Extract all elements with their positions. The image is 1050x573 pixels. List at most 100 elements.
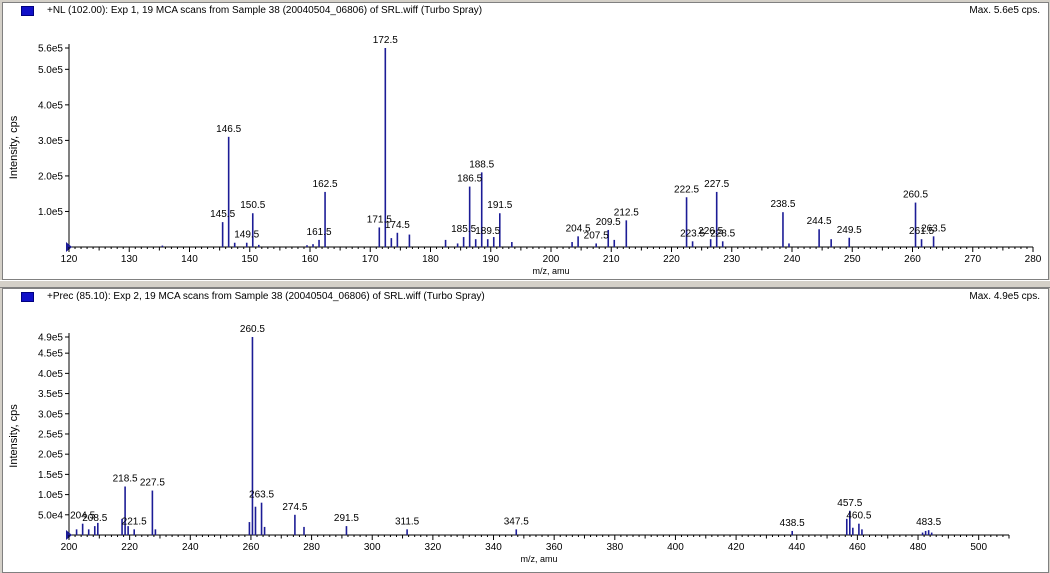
x-tick-label: 320 [425, 542, 442, 553]
peak-label: 150.5 [240, 200, 265, 211]
x-tick-label: 280 [303, 542, 320, 553]
peak-label: 172.5 [373, 35, 398, 46]
x-tick-label: 260 [243, 542, 260, 553]
x-tick-label: 180 [422, 254, 439, 265]
x-axis-label: m/z, amu [532, 266, 569, 276]
peak-label: 347.5 [504, 516, 529, 527]
y-tick-label: 4.0e5 [38, 369, 63, 380]
pane-title: +NL (102.00): Exp 1, 19 MCA scans from S… [47, 5, 483, 16]
peak-label: 263.5 [921, 223, 946, 234]
x-tick-label: 300 [364, 542, 381, 553]
y-tick-label: 4.5e5 [38, 349, 63, 360]
peak-label: 291.5 [334, 513, 359, 524]
x-tick-label: 120 [61, 254, 78, 265]
peak-label: 228.5 [710, 228, 735, 239]
x-tick-label: 200 [543, 254, 560, 265]
peak-label: 263.5 [249, 490, 274, 501]
x-tick-label: 480 [910, 542, 927, 553]
peak-label: 460.5 [846, 511, 871, 522]
peak-label: 204.5 [566, 223, 591, 234]
x-tick-label: 190 [482, 254, 499, 265]
peak-label: 174.5 [385, 220, 410, 231]
peak-label: 227.5 [140, 478, 165, 489]
peak-label: 311.5 [395, 516, 420, 527]
x-tick-label: 150 [241, 254, 258, 265]
x-tick-label: 200 [61, 542, 78, 553]
spectrum-pane-nl: +NL (102.00): Exp 1, 19 MCA scans from S… [2, 2, 1049, 280]
peak-label: 261.5 [909, 226, 934, 237]
y-tick-label: 3.0e5 [38, 409, 63, 420]
x-axis-label: m/z, amu [520, 554, 557, 564]
y-axis-label: Intensity, cps [8, 115, 20, 179]
x-tick-label: 340 [485, 542, 502, 553]
peak-label: 145.5 [210, 209, 235, 220]
peak-label: 238.5 [770, 199, 795, 210]
x-tick-label: 380 [606, 542, 623, 553]
x-tick-label: 220 [121, 542, 138, 553]
y-tick-label: 4.9e5 [38, 333, 63, 344]
peak-label: 249.5 [837, 225, 862, 236]
x-tick-label: 160 [302, 254, 319, 265]
y-tick-label: 5.0e4 [38, 510, 63, 521]
pane-max-intensity: Max. 5.6e5 cps. [969, 5, 1040, 16]
y-tick-label: 5.6e5 [38, 44, 63, 55]
x-tick-label: 130 [121, 254, 138, 265]
peak-label: 244.5 [807, 216, 832, 227]
peak-label: 227.5 [704, 179, 729, 190]
x-tick-label: 140 [181, 254, 198, 265]
peak-label: 186.5 [457, 174, 482, 185]
peak-label: 189.5 [475, 226, 500, 237]
y-tick-label: 5.0e5 [38, 65, 63, 76]
peak-label: 260.5 [240, 324, 265, 335]
x-tick-label: 460 [849, 542, 866, 553]
peak-label: 218.5 [113, 474, 138, 485]
peak-label: 162.5 [313, 179, 338, 190]
y-tick-label: 3.5e5 [38, 389, 63, 400]
x-tick-label: 220 [663, 254, 680, 265]
peak-label: 149.5 [234, 230, 259, 241]
peak-label: 222.5 [674, 184, 699, 195]
peak-label: 209.5 [596, 217, 621, 228]
x-tick-label: 240 [784, 254, 801, 265]
pane-title: +Prec (85.10): Exp 2, 19 MCA scans from … [47, 291, 485, 302]
peak-label: 188.5 [469, 159, 494, 170]
peak-label: 274.5 [282, 502, 307, 513]
y-tick-label: 2.0e5 [38, 171, 63, 182]
peak-label: 483.5 [916, 517, 941, 528]
peak-label: 223.5 [680, 228, 705, 239]
x-tick-label: 270 [964, 254, 981, 265]
x-tick-label: 280 [1025, 254, 1042, 265]
peak-label: 161.5 [307, 227, 332, 238]
peak-label: 171.5 [367, 214, 392, 225]
y-tick-label: 4.0e5 [38, 100, 63, 111]
pane-splitter[interactable] [0, 280, 1050, 288]
x-tick-label: 230 [723, 254, 740, 265]
peak-label: 207.5 [584, 230, 609, 241]
y-tick-label: 2.5e5 [38, 429, 63, 440]
spectrum-pane-prec: +Prec (85.10): Exp 2, 19 MCA scans from … [2, 288, 1049, 573]
x-tick-label: 250 [844, 254, 861, 265]
x-tick-label: 360 [546, 542, 563, 553]
spectrum-chart-nl[interactable]: 120 130 140 150 160 170 180 190 200 210 220 230 240 2… [3, 3, 1048, 279]
peak-label: 208.5 [82, 513, 107, 524]
peak-label: 221.5 [122, 516, 147, 527]
peak-label: 260.5 [903, 190, 928, 201]
y-tick-label: 2.0e5 [38, 450, 63, 461]
spectrum-chart-prec[interactable]: 200 220 240 260 280 300 320 340 360 380 400 420 440 4… [3, 289, 1048, 572]
x-tick-label: 500 [970, 542, 987, 553]
y-tick-label: 1.5e5 [38, 470, 63, 481]
x-tick-label: 170 [362, 254, 379, 265]
peak-label: 457.5 [837, 498, 862, 509]
peak-label: 185.5 [451, 224, 476, 235]
y-tick-label: 1.0e5 [38, 490, 63, 501]
y-axis-label: Intensity, cps [8, 404, 20, 468]
peak-label: 191.5 [487, 200, 512, 211]
pane-color-icon[interactable] [21, 292, 34, 302]
peak-label: 204.5 [70, 511, 95, 522]
peak-label: 146.5 [216, 124, 241, 135]
x-tick-label: 420 [728, 542, 745, 553]
y-tick-label: 3.0e5 [38, 136, 63, 147]
x-tick-label: 440 [788, 542, 805, 553]
x-tick-label: 210 [603, 254, 620, 265]
pane-color-icon[interactable] [21, 6, 34, 16]
